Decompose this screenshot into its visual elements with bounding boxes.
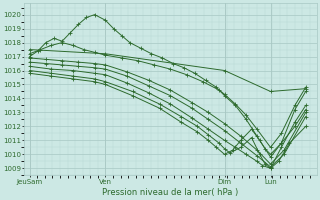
X-axis label: Pression niveau de la mer( hPa ): Pression niveau de la mer( hPa )	[102, 188, 238, 197]
